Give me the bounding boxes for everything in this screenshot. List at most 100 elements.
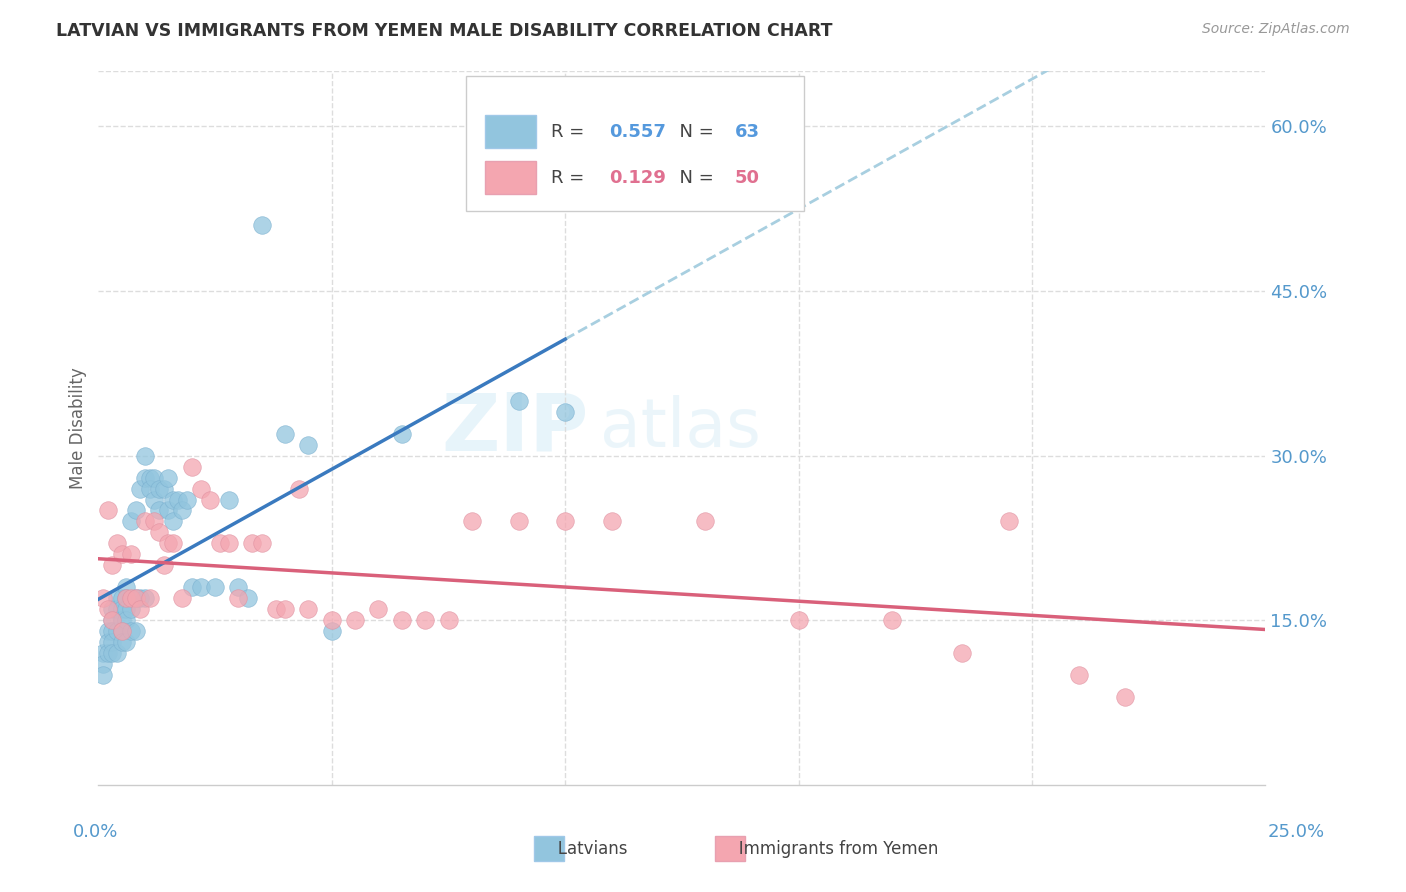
Point [97,624,120,639]
Point [321,624,343,639]
Point [288,482,311,496]
Point [554,405,576,419]
Point [264,602,287,616]
FancyBboxPatch shape [465,77,804,211]
Point [274,426,297,441]
Point [242,536,264,550]
Point [274,602,297,616]
Point [101,624,124,639]
Point [166,492,188,507]
Point [880,613,903,627]
Point [115,635,138,649]
Point [172,591,194,606]
Point [236,591,259,606]
Point [105,646,128,660]
Point [97,602,120,616]
Point [600,515,623,529]
Text: N =: N = [668,169,720,187]
Point [157,536,180,550]
Point [120,624,142,639]
Point [139,591,162,606]
Point [139,470,162,484]
Point [152,482,174,496]
Text: 25.0%: 25.0% [1268,822,1324,840]
Point [162,515,184,529]
Point [111,548,134,562]
Point [218,536,240,550]
Point [391,426,413,441]
Point [297,437,319,451]
Text: ZIP: ZIP [441,389,589,467]
Point [554,515,576,529]
Point [250,536,273,550]
Point [148,482,170,496]
Point [176,492,198,507]
Point [125,503,148,517]
Point [204,580,226,594]
Text: 63: 63 [734,123,759,141]
FancyBboxPatch shape [485,115,536,148]
Point [101,558,124,573]
Point [97,646,120,660]
Point [134,449,156,463]
Point [111,613,134,627]
Point [180,459,202,474]
Point [344,613,367,627]
Point [111,602,134,616]
Point [115,591,138,606]
Point [190,482,212,496]
Point [997,515,1019,529]
Point [172,503,194,517]
Point [162,492,184,507]
Text: 50: 50 [734,169,759,187]
Point [148,525,170,540]
Point [134,591,156,606]
Point [162,536,184,550]
Point [105,591,128,606]
Point [129,591,152,606]
FancyBboxPatch shape [485,161,536,194]
Point [91,591,114,606]
FancyBboxPatch shape [534,836,564,862]
Point [105,602,128,616]
FancyBboxPatch shape [714,836,745,862]
Point [129,482,152,496]
Point [297,602,319,616]
Point [111,635,134,649]
Point [180,580,202,594]
Point [461,515,484,529]
Text: LATVIAN VS IMMIGRANTS FROM YEMEN MALE DISABILITY CORRELATION CHART: LATVIAN VS IMMIGRANTS FROM YEMEN MALE DI… [56,22,832,40]
Point [143,492,166,507]
Text: Immigrants from Yemen: Immigrants from Yemen [723,840,938,858]
Point [111,624,134,639]
Text: R =: R = [551,123,591,141]
Point [115,580,138,594]
Point [200,492,222,507]
Point [950,646,973,660]
Point [152,558,174,573]
Point [115,613,138,627]
Point [101,646,124,660]
Point [120,602,142,616]
Point [97,503,120,517]
Point [508,393,530,408]
Text: 0.0%: 0.0% [73,822,118,840]
Point [134,515,156,529]
Point [115,602,138,616]
Point [125,624,148,639]
Point [91,668,114,682]
Point [120,591,142,606]
Point [91,646,114,660]
Text: 0.557: 0.557 [610,123,666,141]
Point [139,482,162,496]
Point [134,470,156,484]
Point [143,515,166,529]
Point [125,591,148,606]
Point [190,580,212,594]
Point [695,515,717,529]
Point [208,536,231,550]
Point [101,613,124,627]
Point [101,635,124,649]
Point [321,613,343,627]
Point [143,470,166,484]
